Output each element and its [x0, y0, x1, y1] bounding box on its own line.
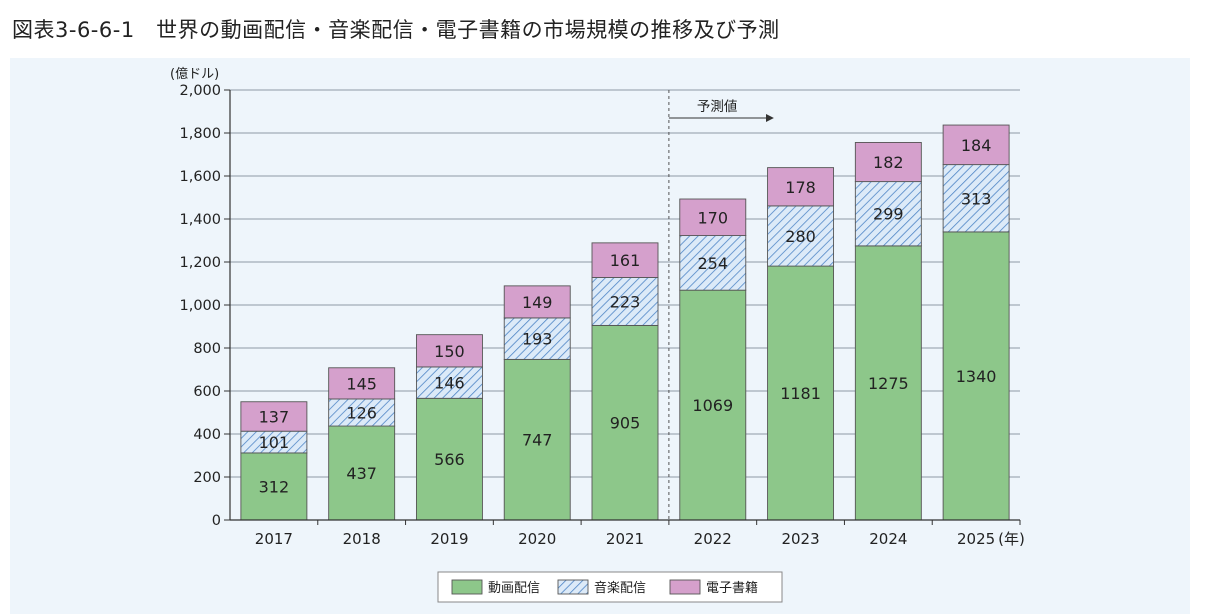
bar-segment — [503, 358, 571, 521]
legend-box — [437, 571, 783, 603]
data-label: 312 — [259, 477, 290, 496]
y-tick-label: 1,800 — [179, 126, 221, 142]
y-tick-label: 0 — [212, 513, 221, 529]
y-tick-label: 1,400 — [179, 212, 221, 228]
data-label: 1069 — [692, 396, 733, 415]
bar-segment — [942, 231, 1010, 521]
data-label: 126 — [346, 404, 377, 423]
bar-segment — [679, 235, 747, 291]
legend-swatch — [557, 579, 589, 595]
data-label: 1181 — [780, 384, 821, 403]
y-tick-label: 200 — [193, 470, 221, 486]
legend-label: 音楽配信 — [594, 580, 646, 596]
y-unit-label: (億ドル) — [170, 66, 219, 82]
data-label: 161 — [610, 251, 641, 270]
data-label: 184 — [961, 136, 992, 155]
bar-segment — [415, 366, 483, 399]
page-title: 図表3-6-6-1 世界の動画配信・音楽配信・電子書籍の市場規模の推移及び予測 — [12, 18, 780, 42]
bar-segment — [328, 398, 396, 427]
bar-segment — [328, 367, 396, 400]
forecast-label: 予測値 — [697, 99, 738, 115]
data-label: 146 — [434, 374, 465, 393]
legend-label: 電子書籍 — [706, 580, 758, 596]
stacked-bar-chart: 0 200 400 600 800 1,000 1,200 1,400 1,600 1,800 2,… — [170, 66, 1025, 603]
x-tick-label: 2023 — [781, 530, 819, 548]
bar-segment — [854, 142, 922, 183]
data-label: 223 — [610, 292, 641, 311]
data-label: 193 — [522, 330, 553, 349]
bar-segment — [942, 164, 1010, 233]
data-label: 437 — [346, 464, 377, 483]
bar-segment — [767, 167, 835, 207]
bar-segment — [240, 401, 308, 432]
bars-layer — [240, 124, 1010, 521]
y-tick-label: 2,000 — [179, 83, 221, 99]
legend-label: 動画配信 — [488, 581, 540, 596]
bar-segment — [415, 334, 483, 368]
chart-panel: 0 200 400 600 800 1,000 1,200 1,400 1,600 1,800 2,… — [10, 58, 1190, 614]
data-label: 182 — [873, 153, 904, 172]
x-tick-label: 2019 — [430, 530, 468, 548]
bar-segment — [328, 425, 396, 521]
data-label: 313 — [961, 189, 992, 208]
data-label: 747 — [522, 431, 553, 450]
x-tick-label: 2021 — [606, 530, 644, 548]
data-label: 299 — [873, 205, 904, 224]
y-tick-label: 800 — [193, 341, 221, 357]
bar-segment — [679, 198, 747, 237]
data-label: 280 — [785, 227, 816, 246]
x-tick-label: 2022 — [694, 530, 732, 548]
bar-segment — [942, 124, 1010, 166]
data-label: 170 — [698, 208, 729, 227]
x-tick-label: 2024 — [869, 530, 907, 548]
axes-layer — [224, 89, 1021, 525]
bar-segment — [767, 265, 835, 521]
y-tick-label: 1,000 — [179, 298, 221, 314]
data-label: 101 — [259, 433, 290, 452]
bar-segment — [679, 289, 747, 521]
data-label: 137 — [259, 407, 290, 426]
y-tick-label: 1,200 — [179, 255, 221, 271]
x-unit-label: (年) — [998, 530, 1025, 548]
x-tick-label: 2020 — [518, 530, 556, 548]
labels-layer: 0 200 400 600 800 1,000 1,200 1,400 1,600 1,800 2,… — [170, 66, 1025, 548]
y-tick-label: 400 — [193, 427, 221, 443]
data-label: 145 — [346, 374, 377, 393]
bar-segment — [591, 324, 659, 521]
data-label: 905 — [610, 414, 641, 433]
data-label: 1275 — [868, 374, 909, 393]
legend-swatch — [669, 579, 701, 595]
data-label: 150 — [434, 342, 465, 361]
bar-segment — [503, 285, 571, 319]
bar-segment — [503, 317, 571, 360]
bar-segment — [591, 277, 659, 326]
x-tick-label: 2017 — [255, 530, 293, 548]
bar-segment — [854, 245, 922, 521]
legend-swatch — [451, 579, 483, 595]
y-tick-label: 1,600 — [179, 169, 221, 185]
bar-segment — [854, 181, 922, 247]
x-tick-label: 2018 — [343, 530, 381, 548]
data-label: 1340 — [956, 367, 997, 386]
bar-segment — [591, 242, 659, 278]
x-tick-label: 2025 — [957, 530, 995, 548]
legend: 動画配信 音楽配信 電子書籍 — [437, 571, 783, 603]
data-label: 254 — [698, 254, 729, 273]
data-label: 566 — [434, 450, 465, 469]
y-tick-label: 600 — [193, 384, 221, 400]
data-label: 178 — [785, 178, 816, 197]
data-label: 149 — [522, 293, 553, 312]
